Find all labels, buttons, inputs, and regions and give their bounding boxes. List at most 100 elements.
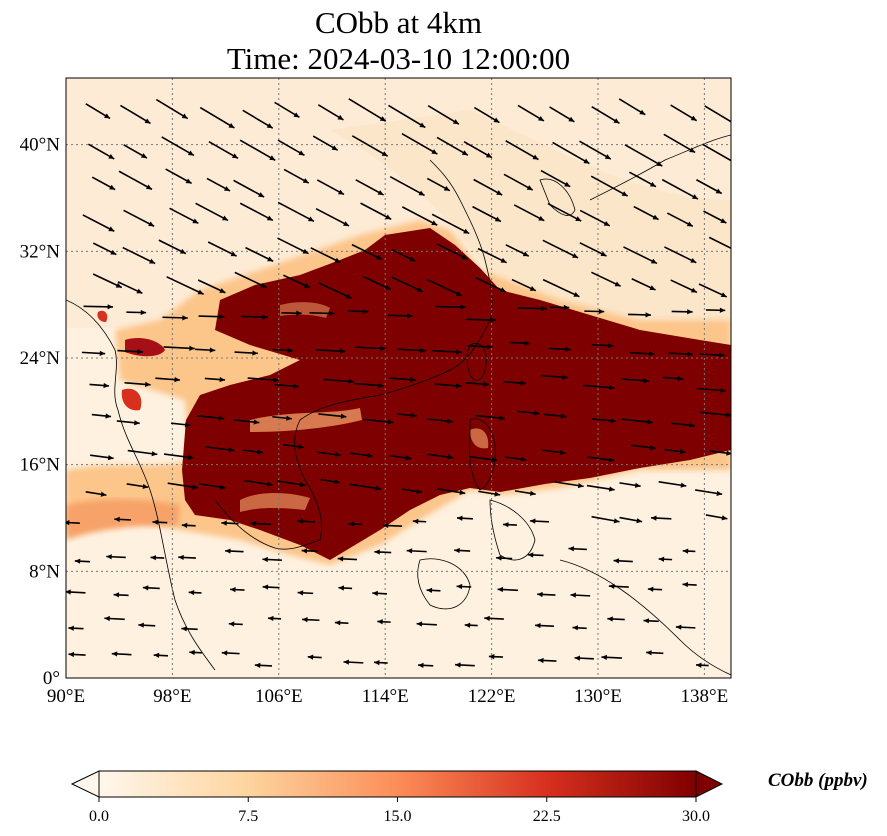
wind-arrow: [503, 173, 534, 191]
longitude-labels: 90°E 98°E 106°E 114°E 122°E 130°E 138°E: [47, 686, 728, 707]
wind-arrow: [547, 202, 582, 222]
wind-arrow: [124, 381, 151, 387]
wind-arrow: [348, 98, 387, 122]
wind-arrow: [221, 650, 240, 656]
wind-arrow: [670, 279, 698, 294]
wind-arrow: [633, 205, 659, 221]
lon-tick-label: 90°E: [47, 686, 85, 707]
wind-arrow: [225, 548, 244, 554]
wind-arrow: [704, 105, 731, 123]
wind-arrow: [540, 169, 571, 188]
wind-arrow: [618, 98, 646, 116]
colorbar-tick-label: 15.0: [384, 808, 412, 825]
wind-arrow: [83, 304, 114, 310]
wind-arrow: [624, 144, 663, 167]
wind-arrow: [241, 314, 268, 320]
wind-arrow: [363, 418, 394, 425]
wind-arrow: [163, 453, 194, 460]
wind-arrow: [503, 380, 526, 386]
wind-arrow: [195, 347, 216, 353]
wind-arrow: [629, 171, 657, 188]
wind-arrow: [402, 488, 423, 495]
wind-arrow: [318, 413, 347, 419]
wind-arrow: [703, 210, 727, 224]
wind-arrow: [666, 212, 694, 228]
wind-arrow: [89, 382, 110, 389]
wind-arrow: [158, 239, 187, 255]
wind-arrow: [456, 515, 473, 521]
plume-streak-2: [240, 493, 310, 512]
wind-arrow: [554, 481, 584, 489]
wind-arrow: [475, 414, 505, 421]
colorbar-extend-low: [70, 770, 100, 798]
wind-arrow: [601, 654, 623, 660]
wind-arrow: [92, 273, 123, 289]
wind-arrow: [697, 387, 726, 394]
wind-arrow: [74, 558, 91, 564]
wind-arrow: [631, 278, 656, 291]
wind-arrow: [505, 140, 539, 161]
wind-arrow: [350, 452, 373, 459]
wind-arrow: [85, 490, 107, 497]
wind-arrow: [705, 514, 728, 521]
wind-arrow: [320, 478, 340, 485]
wind-arrow: [228, 621, 243, 627]
wind-arrow: [123, 144, 148, 159]
wind-arrow: [277, 480, 306, 488]
wind-arrow: [267, 615, 282, 622]
wind-arrow: [709, 450, 731, 456]
wind-arrow: [511, 278, 537, 292]
wind-arrow: [591, 515, 620, 524]
wind-arrow: [427, 453, 454, 460]
wind-arrow: [315, 348, 346, 354]
lat-tick-label: 32°N: [20, 241, 61, 262]
wind-arrow: [221, 520, 239, 526]
lon-tick-label: 130°E: [574, 686, 622, 707]
lon-tick-label: 122°E: [468, 686, 516, 707]
wind-arrow: [166, 276, 204, 295]
wind-arrow: [106, 554, 126, 560]
wind-arrow: [621, 378, 650, 384]
wind-arrow: [277, 201, 315, 222]
wind-arrow: [466, 317, 497, 323]
wind-arrow: [262, 584, 280, 590]
wind-arrow: [496, 555, 513, 561]
wind-arrow: [66, 520, 80, 526]
wind-arrow: [317, 104, 344, 121]
wind-arrow: [312, 135, 339, 151]
wind-arrow: [463, 140, 493, 159]
wind-arrow: [362, 275, 392, 291]
gridlines: [66, 78, 731, 678]
wind-arrow: [199, 106, 235, 129]
wind-arrow: [301, 548, 318, 554]
wind-arrow: [663, 133, 696, 154]
wind-arrow: [535, 622, 554, 629]
wind-arrow: [484, 615, 504, 621]
wind-arrow: [623, 246, 658, 265]
wind-arrow: [627, 312, 651, 318]
plume-streak-luzon: [470, 428, 489, 449]
wind-arrow: [695, 489, 723, 496]
wind-vectors: [66, 98, 731, 668]
wind-arrow: [323, 378, 355, 384]
wind-arrow: [87, 143, 115, 160]
wind-arrow: [233, 179, 265, 198]
wind-arrow: [337, 556, 358, 562]
wind-arrow: [390, 454, 412, 461]
wind-arrow: [117, 349, 143, 355]
wind-arrow: [436, 243, 469, 260]
wind-arrow: [537, 591, 556, 598]
wind-arrow: [309, 310, 335, 316]
wind-arrow: [591, 105, 620, 124]
wind-arrow: [388, 104, 426, 129]
wind-arrow: [351, 135, 389, 157]
wind-arrow: [283, 168, 310, 184]
wind-arrow: [234, 271, 267, 289]
wind-arrow: [123, 209, 155, 227]
wind-arrow: [181, 626, 198, 632]
lat-tick-label: 8°N: [29, 561, 60, 582]
lon-tick-label: 98°E: [153, 686, 191, 707]
wind-arrow: [504, 456, 527, 462]
wind-arrow: [116, 420, 140, 426]
